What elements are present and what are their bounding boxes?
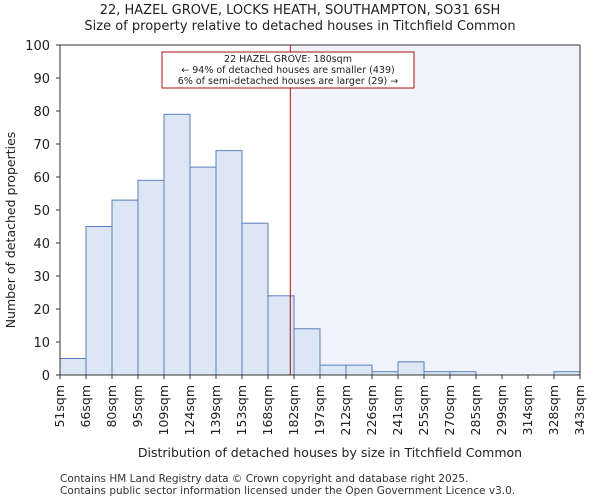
annotation-box xyxy=(161,51,415,89)
y-tick-label: 0 xyxy=(42,369,50,384)
y-tick-label: 100 xyxy=(25,39,50,54)
y-tick-label: 60 xyxy=(33,171,50,186)
x-tick-label: 95sqm xyxy=(130,385,145,428)
y-tick-label: 10 xyxy=(33,336,50,351)
footer-copyright: Contains HM Land Registry data © Crown c… xyxy=(60,473,469,485)
x-tick-label: 299sqm xyxy=(494,385,509,435)
histogram-bar xyxy=(397,361,425,376)
histogram-bar xyxy=(85,226,113,376)
y-tick-label: 30 xyxy=(33,270,50,285)
histogram-bar xyxy=(215,150,243,376)
x-tick-label: 270sqm xyxy=(442,385,457,435)
x-tick-label: 343sqm xyxy=(572,385,587,435)
histogram-bar xyxy=(267,295,295,376)
histogram-bar xyxy=(241,222,269,376)
y-tick-label: 70 xyxy=(33,138,50,153)
x-tick-label: 212sqm xyxy=(338,385,353,435)
x-tick-label: 182sqm xyxy=(286,385,301,435)
annotation-line-3: 6% of semi-detached houses are larger (2… xyxy=(178,76,398,87)
annotation-line-2: ← 94% of detached houses are smaller (43… xyxy=(181,65,394,76)
chart-subtitle: Size of property relative to detached ho… xyxy=(84,19,516,34)
x-tick-label: 241sqm xyxy=(390,385,405,435)
x-tick-label: 153sqm xyxy=(234,385,249,435)
annotation-line-1: 22 HAZEL GROVE: 180sqm xyxy=(224,54,352,65)
histogram-bar xyxy=(111,199,139,376)
y-tick-label: 50 xyxy=(33,204,50,219)
x-tick-label: 80sqm xyxy=(104,385,119,428)
x-tick-label: 109sqm xyxy=(156,385,171,435)
x-tick-label: 197sqm xyxy=(312,385,327,435)
y-tick-label: 20 xyxy=(33,303,50,318)
larger-region-shade xyxy=(290,45,580,375)
x-tick-label: 124sqm xyxy=(182,385,197,435)
y-axis-title: Number of detached properties xyxy=(3,132,18,329)
histogram-chart: 0 10 20 30 40 50 60 70 80 90 100 51sqm 66sqm 80sqm 95s… xyxy=(3,39,587,460)
x-tick-label: 168sqm xyxy=(260,385,275,435)
x-tick-label: 66sqm xyxy=(78,385,93,428)
x-tick-label: 255sqm xyxy=(416,385,431,435)
histogram-bar xyxy=(319,364,347,376)
histogram-bar xyxy=(293,328,321,376)
histogram-bar xyxy=(59,358,87,376)
x-tick-label: 226sqm xyxy=(364,385,379,435)
histogram-bar xyxy=(137,179,165,376)
histogram-bar xyxy=(189,166,217,376)
y-tick-label: 80 xyxy=(33,105,50,120)
x-tick-label: 139sqm xyxy=(208,385,223,435)
histogram-bar xyxy=(163,113,191,376)
histogram-bar xyxy=(345,364,373,376)
x-axis-title: Distribution of detached houses by size … xyxy=(138,445,522,460)
x-tick-label: 328sqm xyxy=(546,385,561,435)
y-tick-label: 90 xyxy=(33,72,50,87)
x-tick-label: 285sqm xyxy=(468,385,483,435)
x-tick-label: 51sqm xyxy=(52,385,67,428)
chart-title: 22, HAZEL GROVE, LOCKS HEATH, SOUTHAMPTO… xyxy=(99,3,501,18)
y-tick-label: 40 xyxy=(33,237,50,252)
footer-licence: Contains public sector information licen… xyxy=(60,485,516,497)
x-tick-label: 314sqm xyxy=(520,385,535,435)
